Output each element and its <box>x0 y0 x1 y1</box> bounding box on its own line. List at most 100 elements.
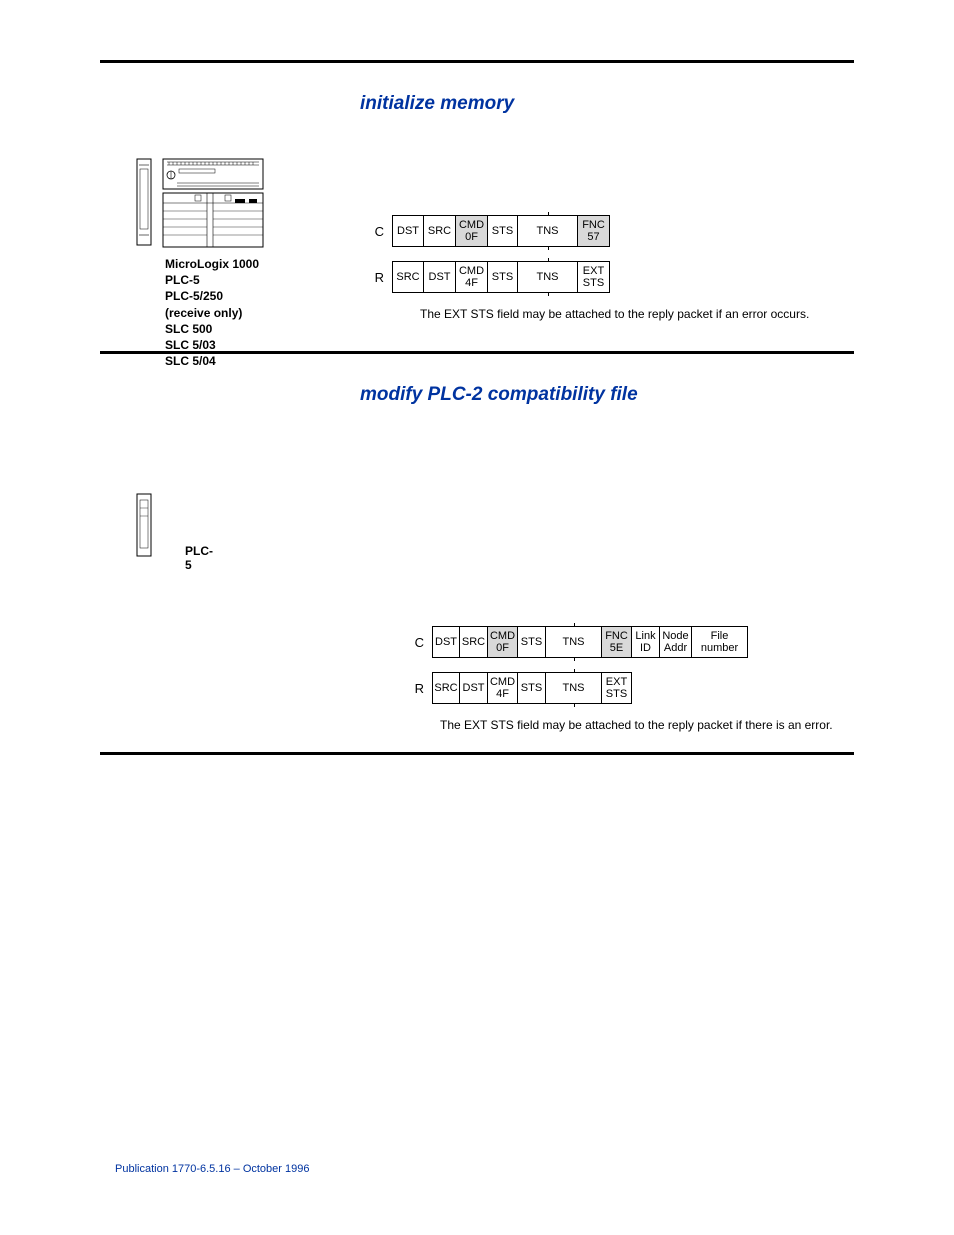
device-line: PLC-5 <box>165 272 265 288</box>
device-line: SLC 500 <box>165 321 265 337</box>
packet-cell-line1: STS <box>492 225 513 237</box>
packet-cell-line1: STS <box>492 271 513 283</box>
packet-cell-line1: CMD <box>459 265 484 277</box>
packet-cell: FNC5E <box>602 626 632 658</box>
packet-cell: LinkID <box>632 626 660 658</box>
packet-cell: STS <box>518 672 546 704</box>
packet-row-label: C <box>360 224 384 239</box>
packet-cell-line1: Link <box>635 630 655 642</box>
packet-cell-line2: 0F <box>465 231 478 243</box>
footer-publication: Publication 1770-6.5.16 – October 1996 <box>115 1163 309 1175</box>
packet-cell: EXTSTS <box>602 672 632 704</box>
device-line: SLC 5/04 <box>165 353 265 369</box>
packet-cell: STS <box>488 261 518 293</box>
packet-cell: NodeAddr <box>660 626 692 658</box>
packet-cell-line1: Node <box>662 630 688 642</box>
packet-cell-line1: TNS <box>537 225 559 237</box>
packet-row-label: R <box>400 681 424 696</box>
packet-cell: Filenumber <box>692 626 748 658</box>
command-packet-row-1: C DST SRC CMD0F STS TNS FNC57 <box>360 215 854 247</box>
packet-table: SRCDSTCMD4FSTSTNSEXTSTS <box>432 672 632 704</box>
packet-cell-line1: TNS <box>563 682 585 694</box>
packet-cell-line1: DST <box>429 271 451 283</box>
packet-cell: SRC <box>424 215 456 247</box>
packet-cell-line1: SRC <box>396 271 419 283</box>
packet-cell: SRC <box>432 672 460 704</box>
packet-cell-line2: 4F <box>496 688 509 700</box>
packet-cell-line1: STS <box>521 682 542 694</box>
packet-cell: DST <box>392 215 424 247</box>
device-block-1: MicroLogix 1000 PLC-5 PLC-5/250 (receive… <box>135 155 265 369</box>
packet-caption-2: The EXT STS field may be attached to the… <box>440 718 854 732</box>
packet-cell-line2: ID <box>640 642 651 654</box>
section-modify-plc2: modify PLC-2 compatibility file PLC-5 C … <box>100 384 854 732</box>
packet-cell-line1: DST <box>463 682 485 694</box>
packet-cell-line2: 5E <box>610 642 623 654</box>
packet-cell-line2: 0F <box>496 642 509 654</box>
device-line: PLC-5/250 <box>165 288 265 304</box>
device-illustration-1 <box>135 155 265 250</box>
packet-cell-line1: EXT <box>583 265 604 277</box>
packet-cell-line1: EXT <box>606 676 627 688</box>
packet-cell: EXTSTS <box>578 261 610 293</box>
packet-cell-line2: STS <box>606 688 627 700</box>
packet-cell-line1: STS <box>521 636 542 648</box>
packet-table: DST SRC CMD0F STS TNS FNC57 <box>392 215 610 247</box>
device-block-2: PLC-5 <box>135 490 215 565</box>
packet-cell-line1: CMD <box>490 630 515 642</box>
packet-cell: FNC57 <box>578 215 610 247</box>
packet-cell-line1: TNS <box>563 636 585 648</box>
packet-cell-line2: number <box>701 642 738 654</box>
packet-cell-line1: SRC <box>462 636 485 648</box>
packet-cell-line1: SRC <box>434 682 457 694</box>
device-line: (receive only) <box>165 305 265 321</box>
packet-row-label: R <box>360 270 384 285</box>
packet-cell: CMD4F <box>456 261 488 293</box>
section-title-1: initialize memory <box>360 93 854 115</box>
packet-table: DSTSRCCMD0FSTSTNSFNC5ELinkIDNodeAddrFile… <box>432 626 748 658</box>
packet-cell-line1: FNC <box>605 630 628 642</box>
packet-cell-line2: Addr <box>664 642 687 654</box>
reply-packet-row-1: R SRC DST CMD4F STS TNS EXTSTS <box>360 261 854 293</box>
device-line: MicroLogix 1000 <box>165 256 265 272</box>
packet-cell: STS <box>488 215 518 247</box>
reply-packet-row-2: R SRCDSTCMD4FSTSTNSEXTSTS <box>400 672 854 704</box>
packet-cell-line2: 57 <box>587 231 599 243</box>
packet-cell-line1: CMD <box>459 219 484 231</box>
packet-cell-line1: CMD <box>490 676 515 688</box>
packet-cell: SRC <box>392 261 424 293</box>
packet-cell-line1: SRC <box>428 225 451 237</box>
packet-cell: TNS <box>546 672 602 704</box>
packet-cell: TNS <box>546 626 602 658</box>
packet-cell: STS <box>518 626 546 658</box>
packet-cell: DST <box>424 261 456 293</box>
packet-cell: CMD0F <box>456 215 488 247</box>
packet-cell-line1: DST <box>435 636 457 648</box>
packet-cell: CMD0F <box>488 626 518 658</box>
packet-cell: DST <box>460 672 488 704</box>
packet-cell: TNS <box>518 215 578 247</box>
packet-cell: DST <box>432 626 460 658</box>
device-line: PLC-5 <box>185 544 215 572</box>
section-initialize-memory: initialize memory <box>100 93 854 321</box>
packet-cell-line1: TNS <box>537 271 559 283</box>
packet-diagram-2: C DSTSRCCMD0FSTSTNSFNC5ELinkIDNodeAddrFi… <box>400 626 854 732</box>
packet-cell: SRC <box>460 626 488 658</box>
device-list-1: MicroLogix 1000 PLC-5 PLC-5/250 (receive… <box>165 256 265 369</box>
packet-caption-1: The EXT STS field may be attached to the… <box>420 307 854 321</box>
device-line: SLC 5/03 <box>165 337 265 353</box>
top-rule-1 <box>100 60 854 63</box>
packet-cell: CMD4F <box>488 672 518 704</box>
page: initialize memory <box>0 0 954 1235</box>
packet-cell-line1: DST <box>397 225 419 237</box>
packet-diagram-1: C DSTSRCCMD0FSTSTNSFNC57 R SRCDSTCMD4FST… <box>360 215 854 321</box>
command-packet-row-2: C DSTSRCCMD0FSTSTNSFNC5ELinkIDNodeAddrFi… <box>400 626 854 658</box>
packet-table: SRC DST CMD4F STS TNS EXTSTS <box>392 261 610 293</box>
bottom-rule <box>100 752 854 755</box>
section-title-2: modify PLC-2 compatibility file <box>360 384 854 406</box>
packet-cell: TNS <box>518 261 578 293</box>
packet-row-label: C <box>400 635 424 650</box>
packet-cell-line1: File <box>711 630 729 642</box>
packet-cell-line2: 4F <box>465 277 478 289</box>
packet-cell-line1: FNC <box>582 219 605 231</box>
